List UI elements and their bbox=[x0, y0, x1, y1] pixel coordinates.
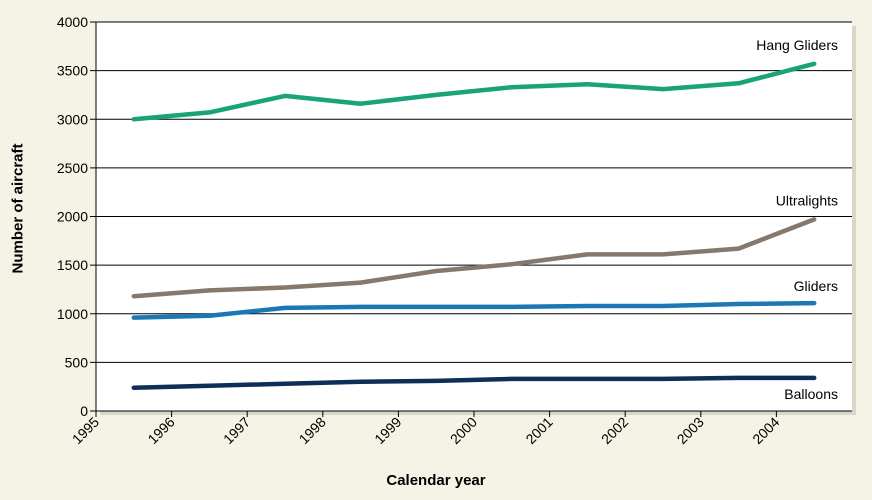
x-tick-label-2003: 2003 bbox=[674, 414, 707, 447]
x-tick-label-2004: 2004 bbox=[749, 414, 782, 447]
x-tick-label-2002: 2002 bbox=[598, 414, 631, 447]
y-tick-label-4000: 4000 bbox=[57, 14, 88, 30]
x-tick-label-1995: 1995 bbox=[69, 414, 102, 447]
x-tick-label-1999: 1999 bbox=[371, 414, 404, 447]
x-tick-labels: 1995 1996 1997 1998 1999 2000 2001 2002 2003 2004 bbox=[69, 414, 783, 447]
y-tick-label-3000: 3000 bbox=[57, 111, 88, 127]
y-tick-label-2000: 2000 bbox=[57, 209, 88, 225]
series-label-hang-gliders: Hang Gliders bbox=[756, 37, 838, 53]
series-label-gliders: Gliders bbox=[794, 278, 838, 294]
x-tick-label-1997: 1997 bbox=[220, 414, 253, 447]
y-tick-label-1000: 1000 bbox=[57, 306, 88, 322]
x-tick-label-2000: 2000 bbox=[447, 414, 480, 447]
x-tick-label-1996: 1996 bbox=[144, 414, 177, 447]
series-label-balloons: Balloons bbox=[784, 386, 838, 402]
x-tick-label-2001: 2001 bbox=[522, 414, 555, 447]
y-tick-label-2500: 2500 bbox=[57, 160, 88, 176]
y-tick-label-3500: 3500 bbox=[57, 63, 88, 79]
x-axis-label: Calendar year bbox=[316, 472, 556, 489]
series-label-ultralights: Ultralights bbox=[776, 192, 838, 208]
x-tick-label-1998: 1998 bbox=[296, 414, 329, 447]
y-tick-label-500: 500 bbox=[65, 354, 89, 370]
y-axis-label: Number of aircraft bbox=[10, 129, 27, 289]
y-tick-label-1500: 1500 bbox=[57, 257, 88, 273]
